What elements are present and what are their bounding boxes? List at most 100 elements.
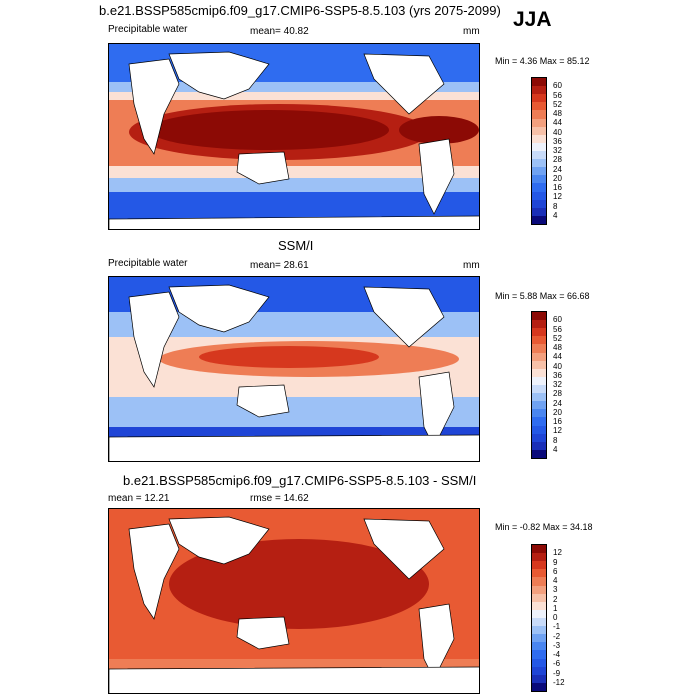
colorbar-segment: [532, 650, 546, 659]
colorbar-segment: [532, 78, 546, 87]
colorbar-segment: [532, 191, 546, 200]
colorbar-segment: [532, 368, 546, 377]
colorbar-segment: [532, 134, 546, 143]
australia: [236, 151, 290, 185]
colorbar-segment: [532, 159, 546, 168]
panel1-minmax: Min = 4.36 Max = 85.12: [495, 56, 590, 66]
colorbar-segment: [532, 199, 546, 208]
colorbar-segment: [532, 110, 546, 119]
colorbar-tick-label: 32: [553, 380, 562, 389]
africa: [128, 523, 180, 620]
africa: [128, 58, 180, 155]
panel3-colorbar: [531, 544, 547, 692]
atlantic-core: [399, 116, 479, 144]
panel3-title: b.e21.BSSP585cmip6.f09_g17.CMIP6-SSP5-8.…: [123, 473, 477, 488]
colorbar-tick-label: 12: [553, 192, 562, 202]
colorbar-segment: [532, 102, 546, 111]
colorbar-tick-label: -3: [553, 640, 561, 650]
south-america: [418, 371, 455, 448]
colorbar-segment: [532, 433, 546, 442]
colorbar-tick-label: 56: [553, 324, 562, 334]
colorbar-segment: [532, 328, 546, 337]
colorbar-tick-label: 44: [553, 352, 562, 362]
antarctica: [109, 215, 479, 229]
colorbar-segment: [532, 585, 546, 594]
panel2-map-svg: [109, 277, 479, 461]
panel1-colorbar: [531, 77, 547, 225]
colorbar-segment: [532, 393, 546, 402]
colorbar-segment: [532, 401, 546, 410]
colorbar-tick-label: -4: [553, 650, 561, 659]
colorbar-segment: [532, 569, 546, 578]
panel2-map: [108, 276, 480, 462]
colorbar-tick-label: 24: [553, 398, 562, 408]
colorbar-segment: [532, 215, 546, 224]
colorbar-tick-label: 16: [553, 183, 562, 192]
colorbar-tick-label: 3: [553, 585, 558, 595]
colorbar-segment: [532, 658, 546, 667]
panel1-title: b.e21.BSSP585cmip6.f09_g17.CMIP6-SSP5-8.…: [99, 3, 501, 18]
colorbar-tick-label: 28: [553, 155, 562, 165]
colorbar-tick-label: 48: [553, 109, 562, 118]
panel2-colorbar: [531, 311, 547, 459]
colorbar-tick-label: 40: [553, 361, 562, 371]
panel1-mean: mean= 40.82: [250, 26, 309, 37]
colorbar-tick-label: 2: [553, 594, 558, 604]
colorbar-tick-label: 36: [553, 136, 562, 146]
australia: [236, 384, 290, 418]
colorbar-segment: [532, 175, 546, 184]
colorbar-segment: [532, 545, 546, 554]
colorbar-tick-label: 28: [553, 389, 562, 399]
tropical-core: [199, 346, 379, 368]
colorbar-tick-label: 32: [553, 146, 562, 155]
colorbar-tick-label: 20: [553, 173, 562, 183]
asia: [168, 284, 270, 333]
colorbar-tick-label: 4: [553, 444, 558, 454]
colorbar-segment: [532, 336, 546, 345]
colorbar-tick-label: 48: [553, 343, 562, 352]
colorbar-tick-label: 56: [553, 90, 562, 100]
colorbar-tick-label: 0: [553, 613, 558, 622]
colorbar-tick-label: 16: [553, 417, 562, 426]
colorbar-tick-label: 4: [553, 210, 558, 220]
colorbar-tick-label: 60: [553, 315, 562, 325]
positive-anomaly: [169, 539, 429, 629]
colorbar-segment: [532, 626, 546, 635]
colorbar-segment: [532, 417, 546, 426]
south-america: [418, 603, 455, 680]
antarctica: [109, 666, 479, 693]
colorbar-tick-label: -6: [553, 659, 561, 669]
colorbar-segment: [532, 666, 546, 675]
colorbar-segment: [532, 376, 546, 385]
colorbar-tick-label: 40: [553, 127, 562, 137]
colorbar-tick-label: -1: [553, 622, 561, 632]
colorbar-segment: [532, 312, 546, 321]
colorbar-segment: [532, 150, 546, 160]
warm-pool-core: [149, 110, 389, 150]
colorbar-tick-label: -12: [553, 677, 565, 687]
colorbar-segment: [532, 94, 546, 103]
land-masses: [109, 284, 479, 461]
colorbar-segment: [532, 320, 546, 329]
colorbar-segment: [532, 344, 546, 353]
colorbar-segment: [532, 601, 546, 610]
colorbar-segment: [532, 167, 546, 176]
colorbar-tick-label: 60: [553, 81, 562, 91]
colorbar-segment: [532, 682, 546, 691]
colorbar-segment: [532, 553, 546, 562]
colorbar-segment: [532, 674, 546, 683]
colorbar-segment: [532, 360, 546, 369]
colorbar-tick-label: 36: [553, 370, 562, 380]
panel2-minmax: Min = 5.88 Max = 66.68: [495, 291, 590, 301]
australia: [236, 616, 290, 650]
colorbar-segment: [532, 577, 546, 586]
land-masses: [109, 51, 479, 229]
colorbar-tick-label: 8: [553, 435, 558, 445]
africa: [128, 291, 180, 388]
colorbar-segment: [532, 352, 546, 361]
colorbar-segment: [532, 384, 546, 394]
colorbar-tick-label: 9: [553, 557, 558, 567]
colorbar-tick-label: 12: [553, 426, 562, 436]
colorbar-segment: [532, 634, 546, 643]
colorbar-tick-label: 1: [553, 603, 558, 613]
